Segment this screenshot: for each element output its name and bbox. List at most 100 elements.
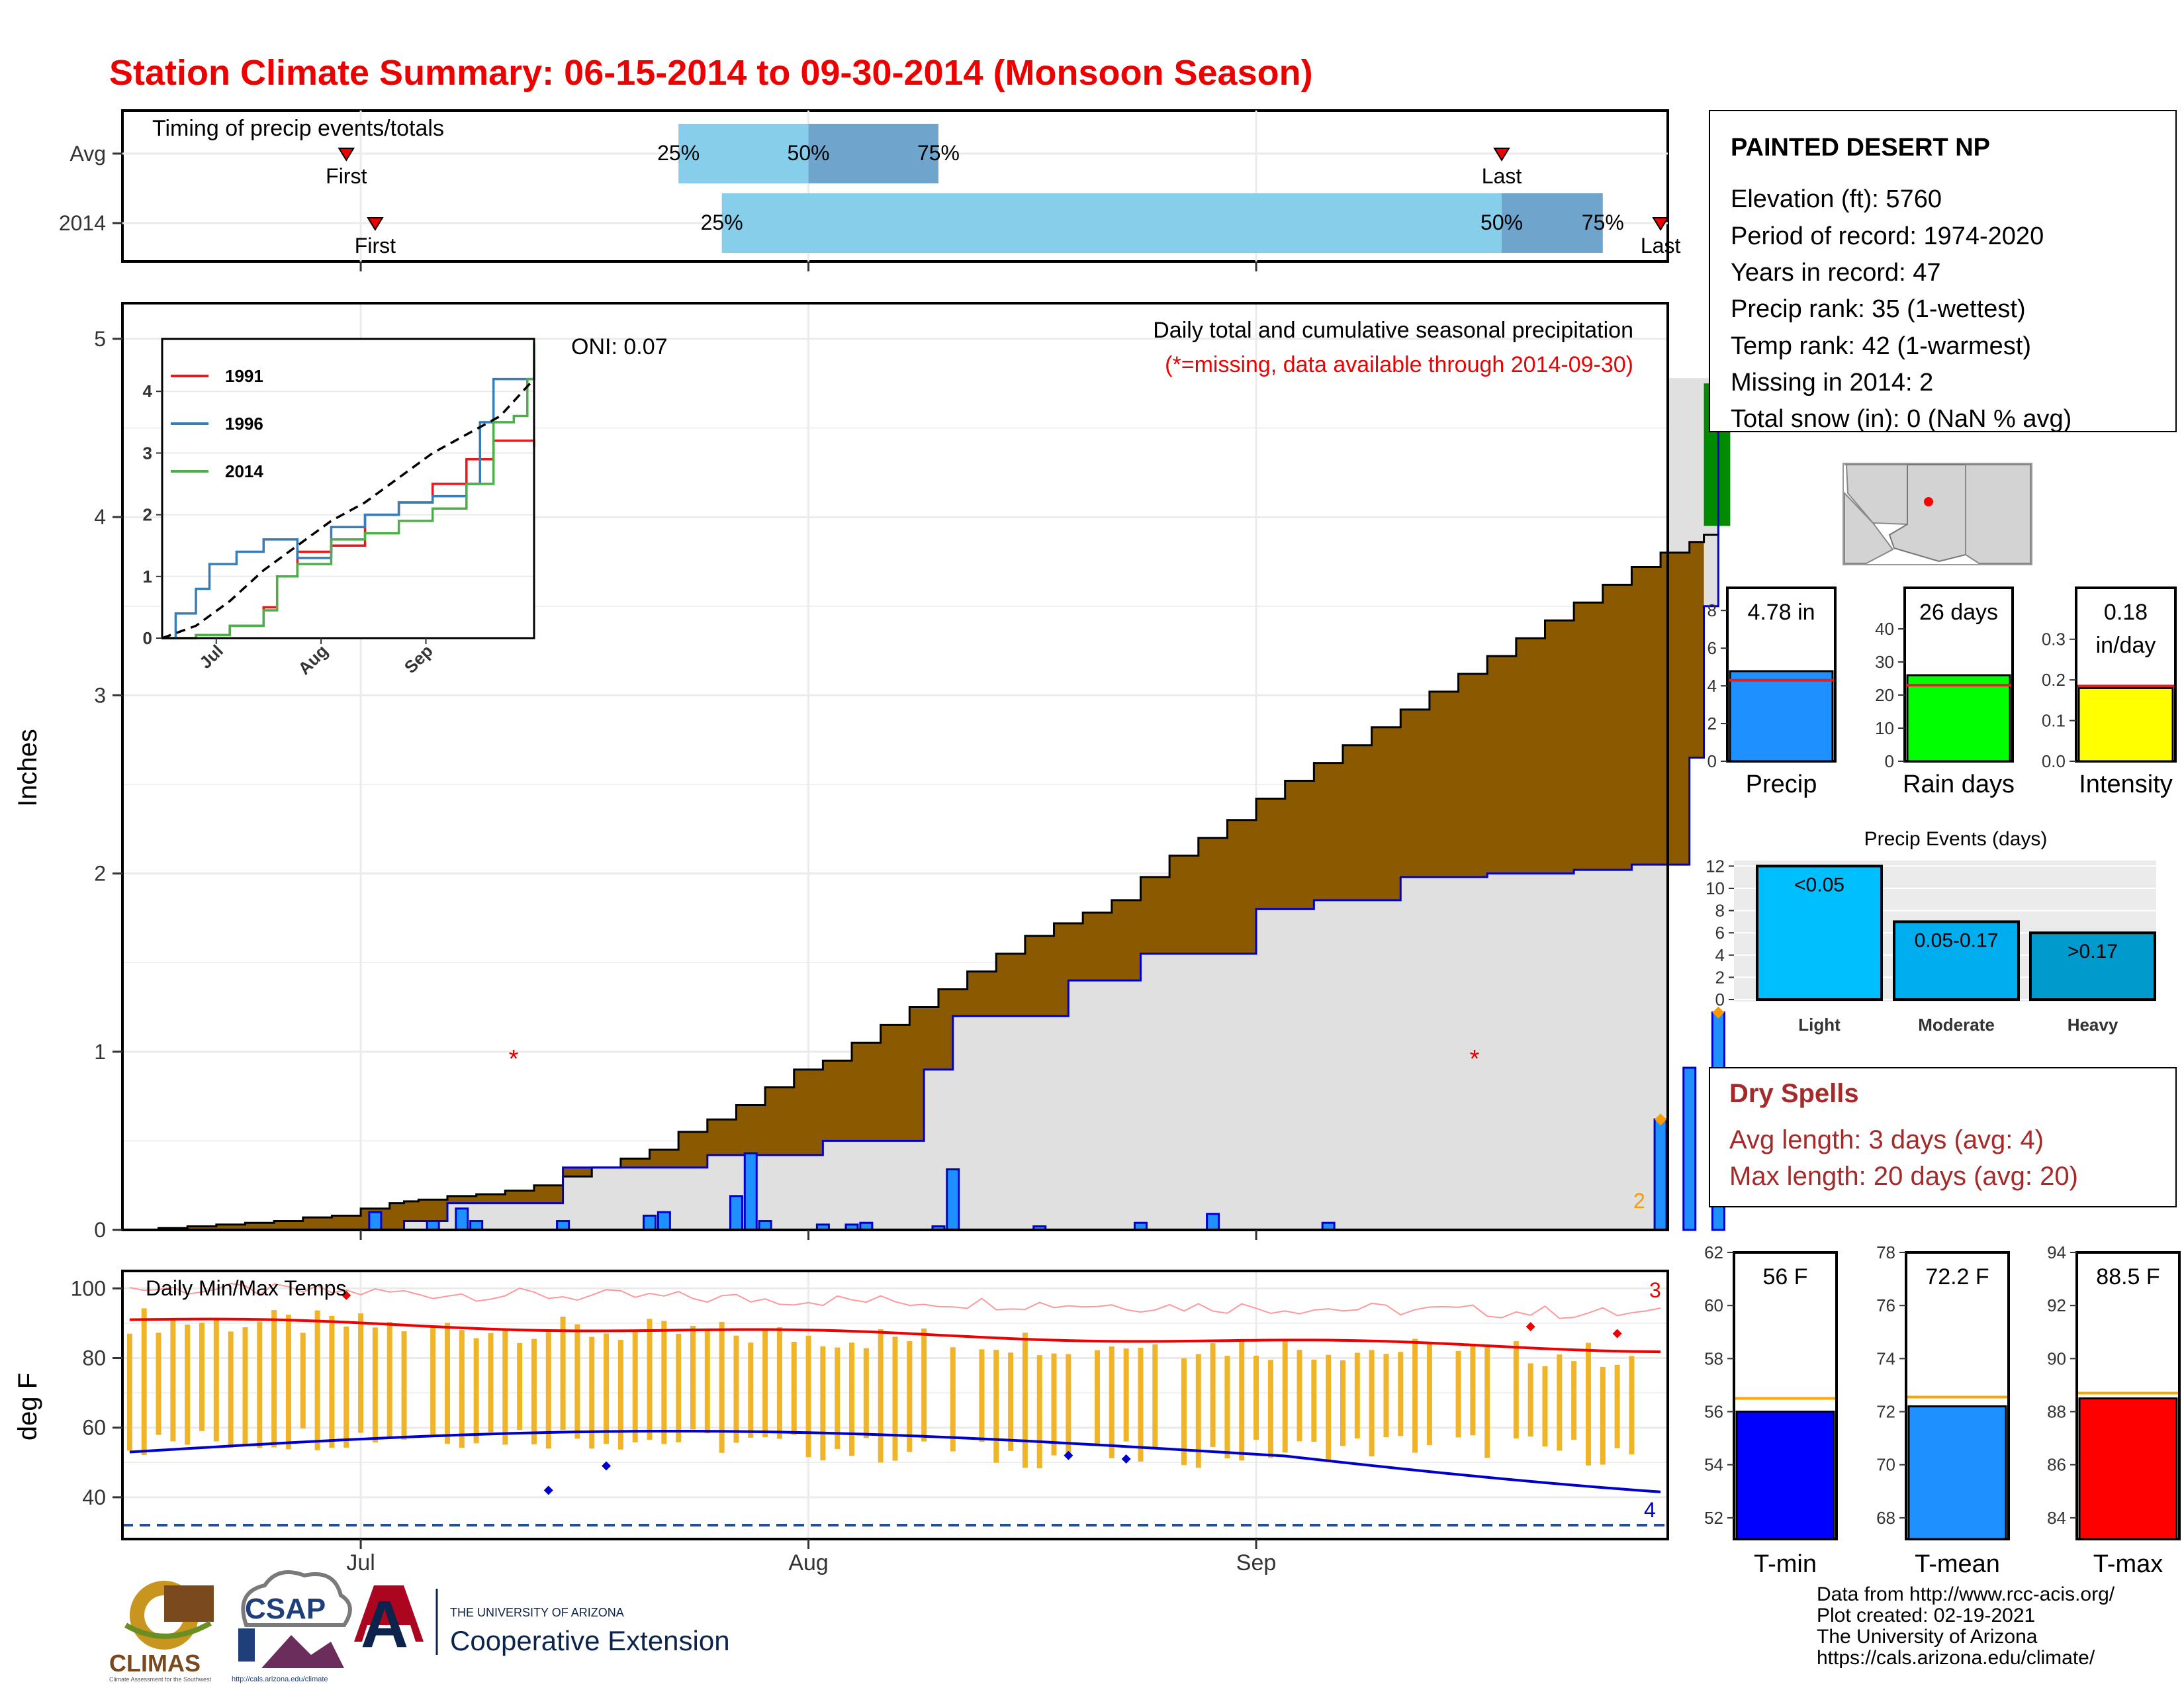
missing-marker-2: * bbox=[1470, 1045, 1480, 1073]
events-category-label: Heavy bbox=[2068, 1015, 2118, 1035]
record-marker bbox=[1712, 1006, 1725, 1019]
avg-high-line bbox=[129, 1317, 1661, 1354]
deficit-area bbox=[129, 535, 1704, 1230]
daily-temp-bar bbox=[1600, 1367, 1606, 1465]
daily-temp-bar bbox=[1557, 1354, 1563, 1451]
daily-temp-bar bbox=[1426, 1342, 1432, 1446]
side-stats-charts: 0 2 4 6 8 4.78 in Precip 0 10 20 30 40 26 days Rain d… bbox=[1707, 586, 2177, 798]
timing-first-label: First bbox=[326, 164, 367, 188]
mini-chart-value: 26 days bbox=[1919, 600, 1998, 625]
mini-chart-tick-label: 60 bbox=[1704, 1295, 1723, 1315]
events-tick-label: 4 bbox=[1715, 945, 1725, 965]
dry-spells-avg: Avg length: 3 days (avg: 4) bbox=[1729, 1125, 2044, 1154]
timing-row-label-avg: Avg bbox=[69, 142, 106, 165]
mini-chart-bar bbox=[1729, 670, 1834, 763]
daily-temp-bar bbox=[199, 1323, 205, 1431]
mini-chart-value: 4.78 in bbox=[1747, 600, 1815, 625]
main-corner-note: 2 bbox=[1633, 1189, 1645, 1213]
mini-chart-label: Rain days bbox=[1903, 771, 2015, 798]
mini-chart: 0 2 4 6 8 4.78 in Precip bbox=[1707, 586, 1837, 798]
daily-temp-bar bbox=[1253, 1355, 1259, 1440]
daily-temp-bar bbox=[1383, 1354, 1389, 1438]
mini-chart-tick-label: 2 bbox=[1707, 714, 1717, 733]
daily-temp-bar bbox=[531, 1338, 537, 1444]
inset-series-line bbox=[162, 343, 535, 639]
daily-temp-bar bbox=[748, 1342, 754, 1438]
daily-temp-bar bbox=[604, 1333, 610, 1444]
page-title: Station Climate Summary: 06-15-2014 to 0… bbox=[109, 53, 1313, 93]
daily-precip-bar bbox=[729, 1195, 743, 1231]
mini-chart-label: Precip bbox=[1746, 771, 1817, 798]
daily-temp-bar bbox=[1412, 1338, 1418, 1453]
record-marker bbox=[1655, 1113, 1667, 1126]
daily-temp-bar bbox=[690, 1325, 696, 1430]
daily-precip-bar bbox=[368, 1211, 383, 1231]
daily-temp-bar bbox=[1311, 1360, 1317, 1442]
daily-temp-bar bbox=[762, 1329, 768, 1438]
temp-panel: 40 60 80 100 Daily Min/Max Temps deg F 3 4 bbox=[13, 1271, 1669, 1540]
events-tick-label: 12 bbox=[1706, 856, 1725, 876]
mini-chart-tick-label: 54 bbox=[1704, 1455, 1723, 1475]
daily-temp-bar bbox=[1282, 1340, 1288, 1453]
inset-ytick-label: 2 bbox=[143, 505, 152, 525]
daily-temp-bar bbox=[993, 1350, 999, 1463]
mini-chart-tick-label: 62 bbox=[1704, 1243, 1723, 1262]
csap-url: http://cals.arizona.edu/climate bbox=[232, 1675, 328, 1683]
daily-temp-bar bbox=[213, 1318, 219, 1442]
mini-chart-tick-label: 52 bbox=[1704, 1508, 1723, 1528]
mini-chart-tick-label: 72 bbox=[1876, 1402, 1895, 1422]
daily-temp-bar bbox=[1629, 1356, 1635, 1455]
timing-last-label: Last bbox=[1482, 164, 1522, 188]
mini-chart-tick-label: 92 bbox=[2047, 1295, 2066, 1315]
mini-chart-tick-label: 0.3 bbox=[2042, 630, 2066, 649]
main-ytick-label: 1 bbox=[94, 1040, 106, 1064]
events-tick-label: 2 bbox=[1715, 967, 1725, 987]
timing-last-marker bbox=[1652, 217, 1669, 231]
inset-ytick-label: 4 bbox=[143, 381, 153, 401]
temp-ytick-label: 100 bbox=[71, 1276, 106, 1300]
daily-temp-bar bbox=[1022, 1333, 1028, 1468]
mini-chart-tick-label: 0.1 bbox=[2042, 711, 2066, 731]
record-high-marker bbox=[1612, 1329, 1622, 1338]
mini-chart: 84 86 88 90 92 94 88.5 F T-max bbox=[2047, 1243, 2181, 1578]
timing-bar-25-50 bbox=[721, 193, 1502, 253]
dry-spells-title: Dry Spells bbox=[1729, 1079, 1859, 1108]
mini-chart: 68 70 72 74 76 78 72.2 F T-mean bbox=[1876, 1243, 2010, 1578]
x-tick-label: Sep bbox=[1236, 1550, 1277, 1575]
main-ytick-label: 2 bbox=[94, 862, 106, 886]
daily-temp-bar bbox=[517, 1342, 523, 1430]
mini-chart-bar bbox=[1735, 1411, 1835, 1540]
events-bar-label: <0.05 bbox=[1794, 874, 1844, 896]
daily-temp-bar bbox=[1195, 1354, 1201, 1468]
timing-bar-50-75 bbox=[808, 124, 938, 183]
daily-precip-bar bbox=[556, 1220, 570, 1231]
daily-temp-bar bbox=[156, 1333, 161, 1435]
footer-credits: Data from http://www.rcc-acis.org/ Plot … bbox=[1817, 1583, 2115, 1669]
precip-events-title: Precip Events (days) bbox=[1864, 828, 2048, 850]
events-bar bbox=[2029, 931, 2156, 1001]
temp-ytick-label: 80 bbox=[82, 1346, 106, 1370]
daily-temp-bar bbox=[907, 1341, 913, 1452]
record-high-marker bbox=[1525, 1322, 1535, 1332]
daily-temp-bar bbox=[1181, 1358, 1187, 1466]
temp-ytick-label: 60 bbox=[82, 1416, 106, 1440]
daily-temp-bar bbox=[1051, 1353, 1057, 1456]
events-tick-label: 0 bbox=[1715, 990, 1725, 1009]
csap-logo: CSAP http://cals.arizona.edu/climate bbox=[232, 1570, 352, 1683]
daily-temp-bar bbox=[1036, 1355, 1042, 1469]
timing-panel: 25% 50% 75% First Last 25% 50% 75% First Last Tim… bbox=[59, 109, 1680, 263]
daily-precip-bar bbox=[1653, 1118, 1668, 1231]
missing-marker-1: * bbox=[509, 1045, 519, 1073]
daily-temp-bar bbox=[488, 1333, 494, 1432]
footer-line: https://cals.arizona.edu/climate/ bbox=[1817, 1647, 2095, 1669]
daily-temp-bar bbox=[617, 1340, 623, 1450]
timing-p50-label: 50% bbox=[788, 141, 830, 165]
daily-temp-bar bbox=[878, 1329, 884, 1463]
inset-legend-label: 2014 bbox=[225, 461, 263, 481]
timing-first-label: First bbox=[355, 234, 396, 258]
avg-low-line bbox=[129, 1429, 1661, 1493]
mini-chart-bar bbox=[2078, 1397, 2178, 1540]
daily-temp-bar bbox=[574, 1324, 580, 1439]
mini-chart-tick-label: 76 bbox=[1876, 1295, 1895, 1315]
